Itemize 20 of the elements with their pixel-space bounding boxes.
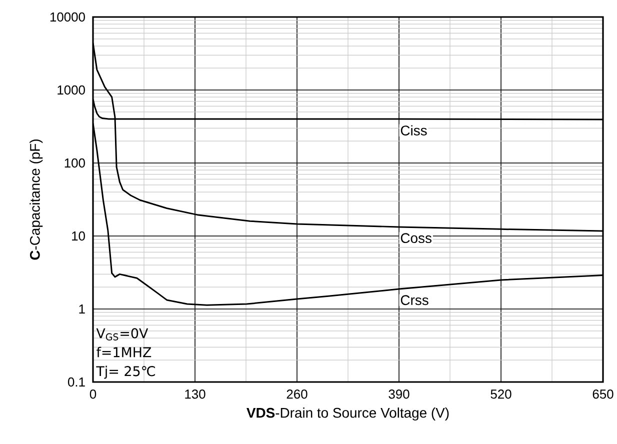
series-label: Coss xyxy=(400,233,432,244)
x-tick-label: 650 xyxy=(592,390,614,399)
y-tick-label: 0.1 xyxy=(68,377,85,387)
x-axis-title: VDS-Drain to Source Voltage (V) xyxy=(246,408,449,421)
y-tick-label: 10 xyxy=(72,231,85,241)
y-tick-label: 100 xyxy=(64,158,85,168)
annotation: Tj= 25℃ xyxy=(96,366,155,379)
y-tick-label: 1 xyxy=(79,304,85,314)
series-label: Crss xyxy=(400,295,428,306)
annotation: V$_{GS}$=0V xyxy=(96,328,148,340)
x-tick-label: 130 xyxy=(185,390,206,399)
y-tick-label: 10000 xyxy=(50,12,85,22)
x-tick-label: 260 xyxy=(286,390,308,399)
y-tick-label: 1000 xyxy=(58,85,85,95)
annotation: f=1MHZ xyxy=(96,346,152,358)
x-tick-label: 0 xyxy=(90,390,96,399)
series-label: Ciss xyxy=(400,125,427,136)
x-tick-label: 390 xyxy=(388,390,410,399)
y-axis-title: C-Capacitance (pF) xyxy=(30,140,43,260)
x-tick-label: 520 xyxy=(490,390,512,399)
